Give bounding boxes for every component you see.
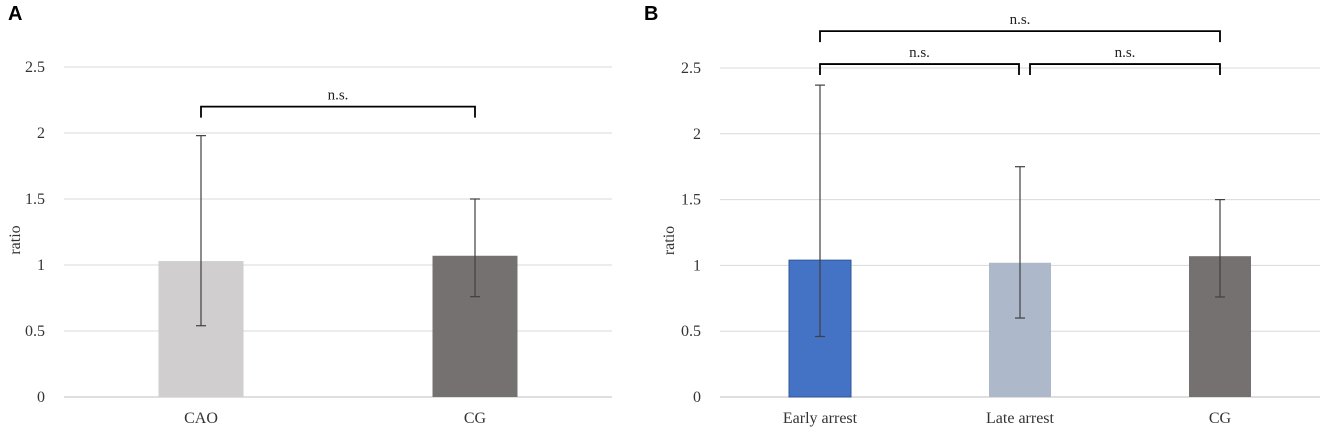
- panel-a-y-tick-label: 1.5: [25, 191, 45, 208]
- panel-b-significance-bracket: [819, 63, 1020, 76]
- panel-b-significance-label: n.s.: [1115, 45, 1136, 61]
- panel-b-y-tick-label: 0: [693, 389, 701, 406]
- panel-a-category-label: CG: [464, 410, 487, 427]
- panel-b-y-tick-label: 0.5: [681, 323, 701, 340]
- panel-b-y-tick-label: 1.5: [681, 192, 701, 209]
- panel-b-significance-bracket: [819, 30, 1221, 43]
- panel-a-y-tick-label: 0.5: [25, 323, 45, 340]
- panel-a: A ratio 0 0.5 1 1.5 2 2.5 CAO CG n.s.: [7, 3, 612, 427]
- panel-a-y-tick-label: 1: [37, 257, 45, 274]
- panel-b-letter: B: [644, 3, 658, 25]
- panel-b-y-axis-label: ratio: [661, 226, 678, 255]
- panel-b: B ratio 0 0.5 1 1.5 2 2.5 Early arrest Late arr…: [644, 3, 1320, 427]
- panel-b-category-label: CG: [1209, 410, 1232, 427]
- panel-a-significance-label: n.s.: [328, 88, 349, 104]
- panel-b-category-label: Early arrest: [783, 410, 858, 427]
- panel-a-y-tick-label: 0: [37, 389, 45, 406]
- panel-a-category-label: CAO: [184, 410, 218, 427]
- panel-b-category-label: Late arrest: [986, 410, 1055, 427]
- panel-b-y-tick-label: 2: [693, 126, 701, 143]
- panel-b-significance-label: n.s.: [909, 45, 930, 61]
- panel-a-y-tick-label: 2.5: [25, 59, 45, 76]
- panel-b-significance-bracket: [1029, 63, 1221, 76]
- panel-b-significance-label: n.s.: [1010, 12, 1031, 28]
- panel-a-y-axis-label: ratio: [7, 225, 24, 254]
- panel-b-y-tick-label: 2.5: [681, 60, 701, 77]
- panel-a-letter: A: [8, 3, 22, 25]
- panel-a-y-tick-label: 2: [37, 125, 45, 142]
- panel-a-significance-bracket: [200, 105, 476, 118]
- panel-b-y-tick-label: 1: [693, 257, 701, 274]
